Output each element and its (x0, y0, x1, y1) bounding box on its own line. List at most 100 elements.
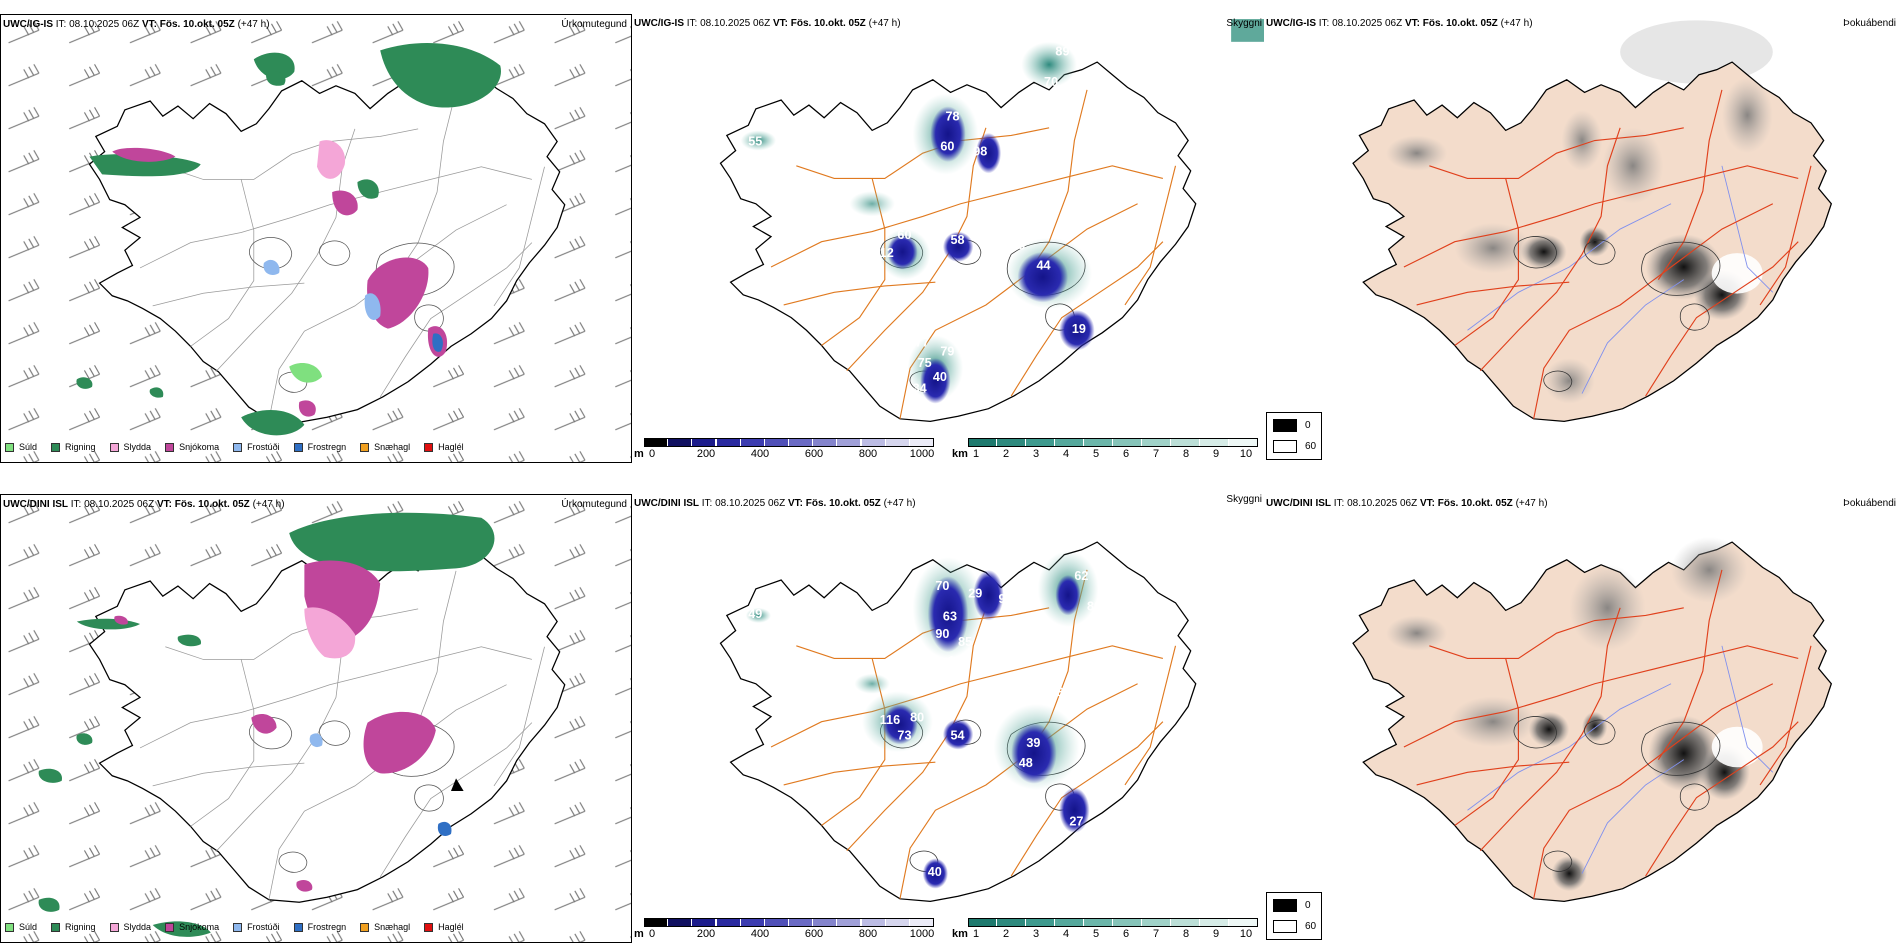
legend-item-hail: Haglél (424, 922, 464, 932)
vis-title-bottom: Skyggni (1226, 494, 1262, 505)
colorbar-tick: 2 (1002, 448, 1010, 460)
colorbar-tick: 200 (696, 928, 716, 940)
colorbar-segment (885, 438, 910, 447)
model-name: UWC/DINI ISL (3, 499, 68, 510)
colorbar-segment (1026, 918, 1055, 927)
swatch-icon (51, 922, 61, 932)
precip-title-top: Úrkomutegund (561, 19, 627, 30)
legend-item-snow: Snjókoma (165, 922, 219, 932)
vis-areas (745, 550, 1099, 889)
header-bottom-fog: UWC/DINI ISL IT: 08.10.2025 06Z VT: Fös.… (1266, 498, 1548, 510)
sleet-area (304, 607, 356, 659)
colorbar-tick: 8 (1182, 448, 1190, 460)
colorbar-segment (644, 918, 669, 927)
legend-label: Frostregn (307, 442, 347, 452)
fog-areas (1386, 77, 1773, 404)
legend-label: Frostregn (307, 922, 347, 932)
colorbar-tick: 9 (1212, 928, 1220, 940)
swatch-icon (293, 442, 303, 452)
rain-area (266, 70, 286, 86)
visibility-colorbar-bottom: km 1 2 3 4 5 6 7 8 9 10 (952, 918, 1262, 942)
colorbar-segment (716, 438, 741, 447)
vt-value: Fös. 10.okt. 05Z (790, 18, 866, 29)
legend-label: Súld (19, 922, 38, 932)
legend-item-drizzle: Súld (5, 922, 37, 932)
it-label: IT: (701, 498, 713, 509)
lead-time: (+47 h) (252, 499, 285, 510)
colorbar-segment (692, 438, 717, 447)
colorbar-segment (885, 918, 910, 927)
fog-map-bottom[interactable] (1264, 494, 1900, 914)
fog-title-bottom: Þokuábendi (1843, 498, 1896, 509)
vis-corner-patch (1231, 19, 1264, 42)
fog-legend-label: 0 (1305, 420, 1311, 431)
colorbar-segment (764, 918, 789, 927)
snow-area (367, 257, 429, 329)
legend-item-snow-pellets: Snæhagl (360, 442, 410, 452)
precip-map-top[interactable] (1, 15, 632, 463)
snow-area (363, 711, 436, 774)
fog-title-top: Þokuábendi (1843, 18, 1896, 29)
colorbar-segment (837, 918, 862, 927)
colorbar-segment (997, 918, 1026, 927)
snow-area (298, 400, 316, 417)
legend-label: Frostúði (247, 922, 280, 932)
colorbar-tick: 7 (1152, 448, 1160, 460)
colorbar-segment (668, 438, 693, 447)
colorbar-unit: m (634, 928, 644, 940)
precip-panel-bottom: UWC/DINI ISL IT: 08.10.2025 06Z VT: Fös.… (0, 494, 632, 943)
swatch-icon (360, 922, 370, 932)
colorbar-tick: 400 (750, 928, 770, 940)
model-name: UWC/DINI ISL (634, 498, 699, 509)
colorbar-segment (813, 438, 838, 447)
freezing-drizzle-area (309, 733, 323, 748)
colorbar-tick: 600 (804, 448, 824, 460)
colorbar-segment (668, 918, 693, 927)
fog-map-top[interactable] (1264, 14, 1900, 434)
header-top-precip: UWC/IG-IS IT: 08.10.2025 06Z VT: Fös. 10… (3, 19, 270, 31)
swatch-icon (165, 922, 175, 932)
colorbar-segment (1026, 438, 1055, 447)
visibility-map-top[interactable] (632, 14, 1264, 434)
vis-areas (740, 41, 1095, 404)
it-value: 08.10.2025 06Z (1347, 498, 1418, 509)
swatch-icon (233, 442, 243, 452)
rain-area (241, 410, 305, 436)
swatch-icon (424, 922, 434, 932)
precip-panel-top: UWC/IG-IS IT: 08.10.2025 06Z VT: Fös. 10… (0, 14, 632, 463)
rain-area (177, 634, 202, 647)
header-bottom-vis: UWC/DINI ISL IT: 08.10.2025 06Z VT: Fös.… (634, 498, 916, 510)
rain-area (380, 42, 501, 108)
fog-swatch-icon (1273, 419, 1297, 432)
colorbar-segment (1084, 918, 1113, 927)
snow-area (114, 615, 128, 625)
swatch-icon (5, 442, 14, 452)
colorbar-tick: 10 (1239, 928, 1253, 940)
precip-legend-bottom: Súld Rigning Slydda Snjókoma Frostúði Fr… (5, 922, 478, 932)
fog-legend-bottom: 0 60 (1266, 892, 1322, 940)
precip-map-bottom[interactable] (1, 495, 632, 943)
legend-item-rain: Rigning (51, 922, 96, 932)
legend-label: Haglél (438, 922, 464, 932)
swatch-icon (424, 442, 434, 452)
fog-panel-bottom: UWC/DINI ISL IT: 08.10.2025 06Z VT: Fös.… (1264, 494, 1900, 943)
swatch-icon (51, 442, 61, 452)
colorbar-segment (764, 438, 789, 447)
vt-value: Fös. 10.okt. 05Z (1437, 498, 1513, 509)
legend-item-sleet: Slydda (109, 442, 151, 452)
legend-item-snow-pellets: Snæhagl (360, 922, 410, 932)
swatch-icon (165, 442, 175, 452)
colorbar-tick: 2 (1002, 928, 1010, 940)
rain-area (289, 512, 495, 572)
visibility-map-bottom[interactable] (632, 494, 1264, 914)
it-label: IT: (1333, 498, 1345, 509)
colorbar-tick: 10 (1239, 448, 1253, 460)
colorbar-unit: km (952, 928, 968, 940)
colorbar-segment (1113, 438, 1142, 447)
colorbar-tick: 7 (1152, 928, 1160, 940)
lead-time: (+47 h) (1500, 18, 1533, 29)
swatch-icon (109, 922, 119, 932)
legend-item-rain: Rigning (51, 442, 96, 452)
it-value: 08.10.2025 06Z (1332, 18, 1403, 29)
colorbar-tick: 4 (1062, 928, 1070, 940)
